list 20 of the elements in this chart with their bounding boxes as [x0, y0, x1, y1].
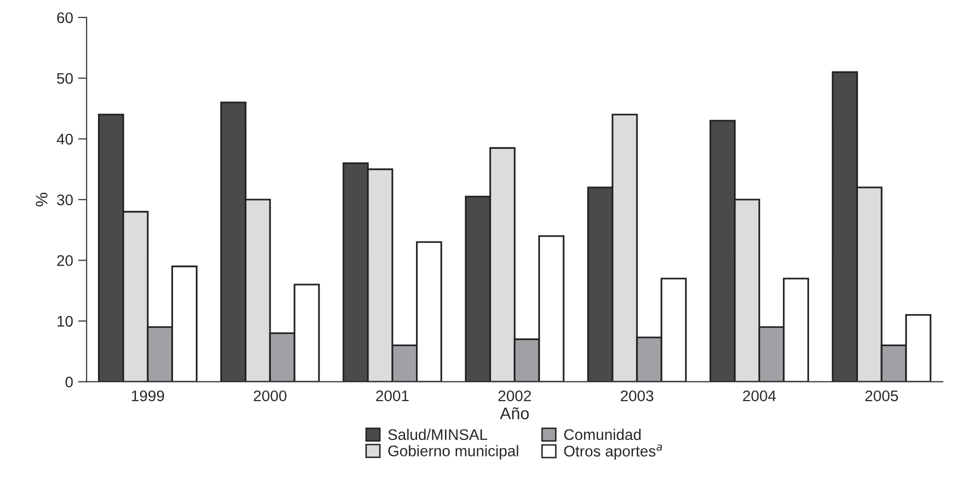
y-tick-label: 20 [57, 255, 73, 266]
y-tick-label: 30 [56, 194, 73, 206]
y-tick-label: 0 [65, 376, 73, 388]
y-tick-label: 60 [57, 12, 73, 24]
x-tick-label: 2004 [743, 390, 776, 402]
legend-label: Comunidad [564, 428, 641, 440]
x-tick-label: 2002 [498, 390, 531, 402]
legend-label: Otros aportes$^{a}$ [564, 444, 662, 460]
x-tick-label: 2003 [620, 390, 654, 402]
legend-label: Salud/MINSAL [388, 428, 488, 440]
x-tick-label: 2001 [376, 390, 409, 402]
y-tick-label: 40 [56, 134, 73, 145]
legend-label: Gobierno municipal [388, 445, 518, 460]
x-axis-title: Año [500, 407, 529, 420]
x-tick-label: 1999 [132, 390, 164, 402]
y-axis-title: % [36, 192, 48, 206]
y-tick-label: 10 [58, 316, 73, 327]
x-tick-label: 2000 [254, 390, 286, 402]
x-tick-label: 2005 [865, 390, 898, 402]
y-tick-label: 50 [57, 73, 73, 84]
